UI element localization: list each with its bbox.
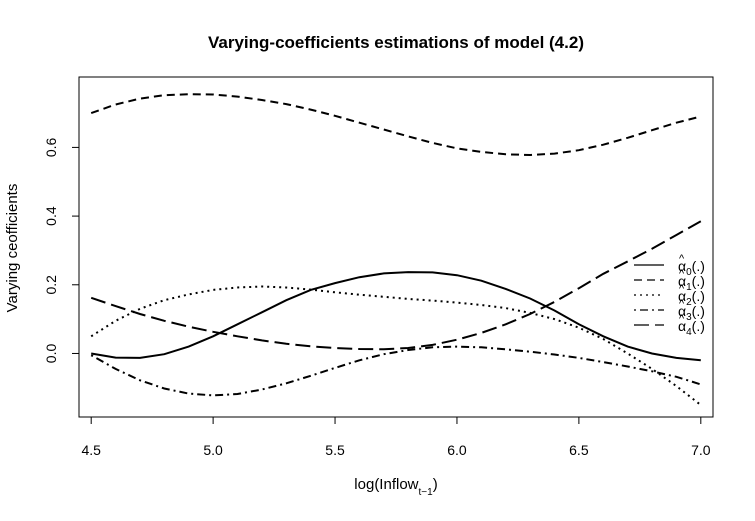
x-axis-label: log(Inflowt−1) bbox=[354, 476, 437, 498]
series-line-alpha-4 bbox=[90, 220, 702, 351]
x-axis-label-tail: ) bbox=[433, 476, 438, 493]
series-line-alpha-2 bbox=[90, 285, 702, 406]
x-tick-label: 7.0 bbox=[691, 442, 711, 458]
series-line-alpha-3 bbox=[90, 345, 702, 397]
legend-label-alpha-3: ^α3(.) bbox=[678, 298, 705, 323]
y-tick-label: 0.2 bbox=[43, 275, 59, 295]
x-axis: 4.5 5.0 5.5 6.0 6.5 7.0 bbox=[81, 416, 711, 458]
series-line-alpha-1 bbox=[90, 93, 702, 157]
x-tick-label: 4.5 bbox=[81, 442, 101, 458]
x-tick-label: 6.5 bbox=[569, 442, 589, 458]
x-tick-label: 6.0 bbox=[447, 442, 467, 458]
series-layer bbox=[90, 93, 702, 406]
legend-label-alpha-0: ^α0(.) bbox=[678, 253, 705, 278]
series-line-alpha-0 bbox=[91, 271, 701, 362]
legend-label-alpha-2: ^α2(.) bbox=[678, 283, 705, 308]
x-tick-label: 5.5 bbox=[325, 442, 345, 458]
legend-label-alpha-1: ^α1(.) bbox=[678, 268, 705, 293]
y-axis: 0.0 0.2 0.4 0.6 bbox=[43, 137, 80, 364]
y-axis-label: Varying ceofficients bbox=[4, 184, 21, 313]
y-tick-label: 0.0 bbox=[43, 344, 59, 364]
x-axis-label-subscript: t−1 bbox=[419, 487, 434, 498]
x-axis-label-base: log(Inflow bbox=[354, 476, 418, 493]
legend-label-alpha-4: ^α4(.) bbox=[678, 313, 705, 338]
legend: ^α0(.)^α1(.)^α2(.)^α3(.)^α4(.) bbox=[634, 253, 705, 338]
x-tick-label: 5.0 bbox=[203, 442, 223, 458]
chart-title: Varying-coefficients estimations of mode… bbox=[208, 33, 584, 52]
y-tick-label: 0.4 bbox=[43, 206, 59, 226]
y-tick-label: 0.6 bbox=[43, 137, 59, 157]
plot-frame bbox=[78, 76, 714, 418]
